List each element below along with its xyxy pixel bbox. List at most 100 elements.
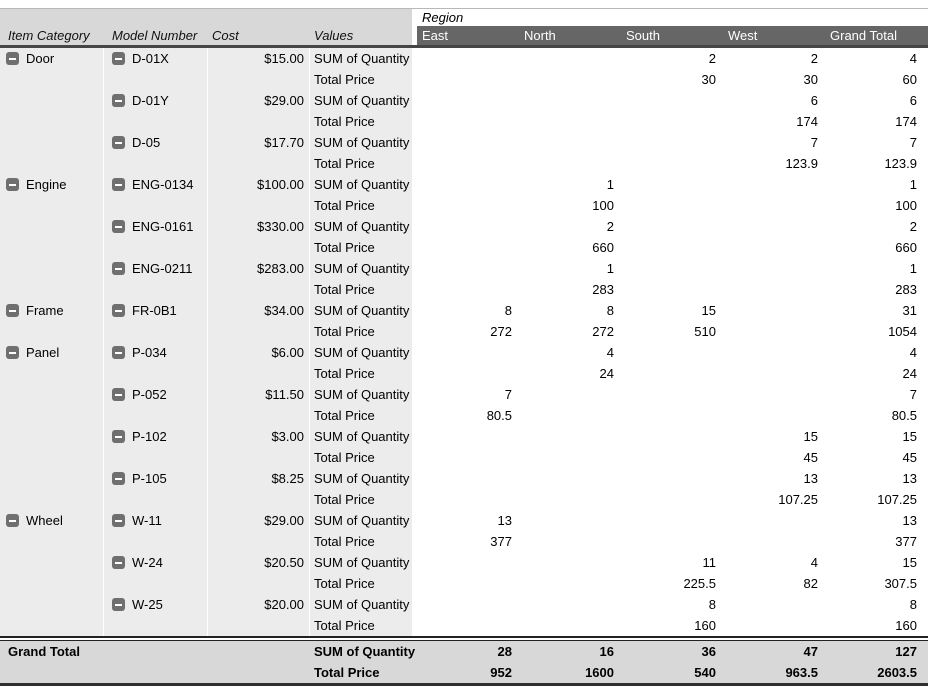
category-cell[interactable]: [0, 552, 104, 573]
value-cell[interactable]: 15: [621, 300, 723, 321]
collapse-icon[interactable]: [6, 178, 19, 191]
category-cell[interactable]: [0, 321, 104, 342]
value-cell[interactable]: 283: [519, 279, 621, 300]
value-cell[interactable]: 272: [417, 321, 519, 342]
measure-cell[interactable]: Total Price: [310, 573, 417, 594]
measure-cell[interactable]: Total Price: [310, 489, 417, 510]
value-cell[interactable]: 13: [417, 510, 519, 531]
grand-total-value-cell[interactable]: 16: [519, 641, 621, 662]
value-cell[interactable]: [723, 300, 825, 321]
measure-cell[interactable]: SUM of Quantity: [310, 174, 417, 195]
value-cell[interactable]: 15: [825, 552, 928, 573]
value-cell[interactable]: 6: [723, 90, 825, 111]
value-cell[interactable]: [621, 489, 723, 510]
value-cell[interactable]: 107.25: [723, 489, 825, 510]
header-region-west[interactable]: West: [723, 26, 825, 45]
value-cell[interactable]: 174: [723, 111, 825, 132]
value-cell[interactable]: [417, 111, 519, 132]
value-cell[interactable]: [519, 426, 621, 447]
collapse-icon[interactable]: [112, 304, 125, 317]
value-cell[interactable]: 160: [621, 615, 723, 636]
value-cell[interactable]: [417, 69, 519, 90]
value-cell[interactable]: [621, 531, 723, 552]
value-cell[interactable]: 8: [825, 594, 928, 615]
category-cell[interactable]: Wheel: [0, 510, 104, 531]
value-cell[interactable]: 80.5: [825, 405, 928, 426]
category-cell[interactable]: [0, 90, 104, 111]
measure-cell[interactable]: Total Price: [310, 237, 417, 258]
value-cell[interactable]: [621, 279, 723, 300]
category-cell[interactable]: [0, 615, 104, 636]
value-cell[interactable]: [417, 468, 519, 489]
value-cell[interactable]: [519, 132, 621, 153]
value-cell[interactable]: [621, 258, 723, 279]
category-cell[interactable]: [0, 426, 104, 447]
value-cell[interactable]: [417, 573, 519, 594]
value-cell[interactable]: 15: [825, 426, 928, 447]
value-cell[interactable]: [621, 510, 723, 531]
value-cell[interactable]: [723, 321, 825, 342]
cost-cell[interactable]: [208, 531, 310, 552]
collapse-icon[interactable]: [112, 262, 125, 275]
measure-cell[interactable]: SUM of Quantity: [310, 48, 417, 69]
value-cell[interactable]: 31: [825, 300, 928, 321]
cost-cell[interactable]: $15.00: [208, 48, 310, 69]
cost-cell[interactable]: $100.00: [208, 174, 310, 195]
value-cell[interactable]: 82: [723, 573, 825, 594]
grand-total-value-cell[interactable]: 2603.5: [825, 662, 928, 683]
cost-cell[interactable]: [208, 489, 310, 510]
value-cell[interactable]: 1: [519, 174, 621, 195]
cost-cell[interactable]: [208, 111, 310, 132]
cost-cell[interactable]: [208, 195, 310, 216]
value-cell[interactable]: [621, 153, 723, 174]
model-cell[interactable]: [104, 321, 208, 342]
header-cost[interactable]: Cost: [208, 26, 310, 45]
value-cell[interactable]: 7: [825, 132, 928, 153]
grand-total-value-cell[interactable]: 952: [417, 662, 519, 683]
grand-total-value-cell[interactable]: 1600: [519, 662, 621, 683]
collapse-icon[interactable]: [112, 388, 125, 401]
measure-cell[interactable]: Total Price: [310, 531, 417, 552]
grand-total-value-cell[interactable]: 963.5: [723, 662, 825, 683]
value-cell[interactable]: [519, 510, 621, 531]
collapse-icon[interactable]: [112, 598, 125, 611]
model-cell[interactable]: ENG-0211: [104, 258, 208, 279]
category-cell[interactable]: [0, 258, 104, 279]
value-cell[interactable]: 377: [825, 531, 928, 552]
model-cell[interactable]: [104, 195, 208, 216]
value-cell[interactable]: 7: [417, 384, 519, 405]
value-cell[interactable]: 45: [825, 447, 928, 468]
value-cell[interactable]: [621, 426, 723, 447]
measure-cell[interactable]: SUM of Quantity: [310, 594, 417, 615]
category-cell[interactable]: [0, 594, 104, 615]
value-cell[interactable]: [519, 615, 621, 636]
value-cell[interactable]: [621, 384, 723, 405]
category-cell[interactable]: [0, 237, 104, 258]
cost-cell[interactable]: $283.00: [208, 258, 310, 279]
category-cell[interactable]: [0, 573, 104, 594]
header-region-grand-total[interactable]: Grand Total: [825, 26, 928, 45]
cost-cell[interactable]: [208, 237, 310, 258]
value-cell[interactable]: [519, 531, 621, 552]
model-cell[interactable]: [104, 279, 208, 300]
value-cell[interactable]: 1: [519, 258, 621, 279]
category-cell[interactable]: [0, 132, 104, 153]
value-cell[interactable]: [417, 447, 519, 468]
value-cell[interactable]: 30: [621, 69, 723, 90]
value-cell[interactable]: [417, 489, 519, 510]
model-cell[interactable]: ENG-0161: [104, 216, 208, 237]
value-cell[interactable]: [519, 552, 621, 573]
value-cell[interactable]: [723, 384, 825, 405]
measure-cell[interactable]: Total Price: [310, 321, 417, 342]
measure-cell[interactable]: SUM of Quantity: [310, 342, 417, 363]
value-cell[interactable]: [417, 279, 519, 300]
model-cell[interactable]: FR-0B1: [104, 300, 208, 321]
value-cell[interactable]: [417, 594, 519, 615]
value-cell[interactable]: [723, 174, 825, 195]
measure-cell[interactable]: Total Price: [310, 69, 417, 90]
model-cell[interactable]: P-105: [104, 468, 208, 489]
value-cell[interactable]: 174: [825, 111, 928, 132]
grand-total-value-cell[interactable]: 36: [621, 641, 723, 662]
model-cell[interactable]: ENG-0134: [104, 174, 208, 195]
collapse-icon[interactable]: [112, 472, 125, 485]
